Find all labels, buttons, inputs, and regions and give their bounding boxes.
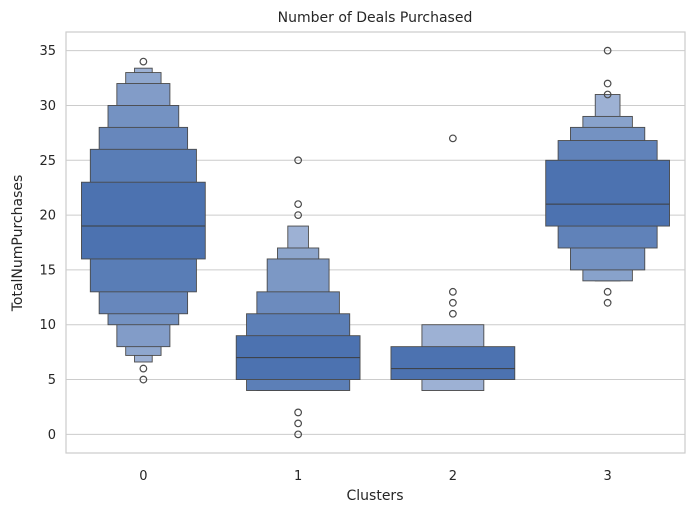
x-axis-label: Clusters xyxy=(347,488,404,504)
outlier-point xyxy=(603,287,612,296)
y-tick-label: 25 xyxy=(39,154,56,169)
boxen-group xyxy=(81,57,206,384)
outlier-point xyxy=(603,298,612,307)
y-tick-label: 20 xyxy=(39,209,56,224)
outlier-point xyxy=(448,309,457,318)
x-tick-label: 0 xyxy=(139,469,147,484)
outlier-point xyxy=(139,375,148,384)
boxen-level xyxy=(390,346,516,380)
outlier-point xyxy=(294,408,303,417)
outlier-point xyxy=(294,430,303,439)
outlier-point xyxy=(448,298,457,307)
plot-frame xyxy=(65,31,686,454)
boxen-level xyxy=(81,181,206,260)
outlier-point xyxy=(448,134,457,143)
outlier-point xyxy=(603,79,612,88)
y-tick-label: 0 xyxy=(48,428,56,443)
outlier-point xyxy=(603,46,612,55)
boxen-group xyxy=(235,156,361,439)
y-tick-label: 5 xyxy=(48,373,56,388)
x-tick-label: 2 xyxy=(449,469,457,484)
outlier-point xyxy=(139,364,148,373)
outlier-point xyxy=(603,90,612,99)
y-tick-label: 15 xyxy=(39,263,56,278)
y-tick-label: 35 xyxy=(39,44,56,59)
outlier-point xyxy=(294,200,303,209)
y-tick-label: 10 xyxy=(39,318,56,333)
outlier-point xyxy=(139,57,148,66)
y-axis-label: TotalNumPurchases xyxy=(10,175,26,313)
boxes-layer xyxy=(81,46,670,439)
outlier-point xyxy=(294,211,303,219)
x-tick-label: 3 xyxy=(603,469,611,484)
y-tick-label: 30 xyxy=(39,99,56,114)
boxen-level xyxy=(545,159,670,227)
boxen-group xyxy=(545,46,670,307)
x-tick-label: 1 xyxy=(294,469,302,484)
outlier-point xyxy=(294,419,303,428)
outlier-point xyxy=(294,156,303,165)
chart-title: Number of Deals Purchased xyxy=(278,10,473,26)
boxen-group xyxy=(390,134,516,391)
outlier-point xyxy=(448,287,457,296)
ticks-layer: 0 5 10 15 20 25 30 35 0 1 2 3 xyxy=(39,44,611,484)
